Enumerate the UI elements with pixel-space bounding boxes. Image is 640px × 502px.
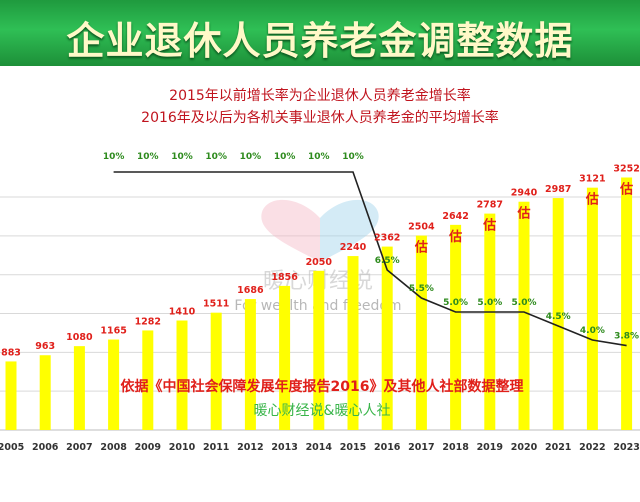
rate-label: 4.0%: [580, 326, 605, 336]
bar: [244, 299, 256, 430]
bar: [73, 346, 85, 430]
estimate-label: 估: [585, 192, 599, 208]
x-tick-label: 2017: [408, 442, 434, 453]
rate-polyline: [113, 171, 627, 347]
x-tick-label: 2009: [135, 442, 161, 453]
value-label: 1686: [237, 285, 264, 296]
heart-logo-left: [261, 199, 320, 262]
value-label: 3121: [579, 174, 605, 185]
rate-labels: 10% 10% 10% 10% 10% 10% 10% 10% 6.5% 5.5% 5.0% 5.0%…: [103, 152, 639, 342]
value-label: 2787: [477, 200, 503, 211]
rate-label: 5.0%: [443, 298, 468, 308]
x-tick-label: 2012: [237, 442, 263, 453]
bar: [381, 246, 393, 430]
value-label: 3252: [613, 163, 639, 174]
x-tick-label: 2007: [66, 442, 92, 453]
value-label: 1080: [66, 332, 93, 343]
credit-text: 暖心财经说&暖心人社: [254, 403, 391, 419]
x-tick-label: 2016: [374, 442, 401, 453]
rate-label: 10%: [308, 152, 330, 162]
rate-label: 4.5%: [546, 312, 571, 322]
bars: [5, 177, 633, 430]
bar: [621, 177, 633, 430]
x-tick-label: 2022: [579, 442, 605, 453]
estimate-label: 估: [619, 181, 633, 197]
value-label: 2987: [545, 184, 571, 195]
rate-label: 10%: [342, 152, 364, 162]
value-label: 1165: [100, 326, 126, 337]
x-axis-labels: 2005 2006 2007 2008 2009 2010 2011 2012 2013 2014…: [0, 442, 640, 453]
page-title: 企业退休人员养老金调整数据: [66, 19, 574, 63]
bar: [484, 213, 496, 430]
bar: [142, 330, 154, 430]
estimate-label: 估: [482, 218, 496, 234]
x-tick-label: 2011: [203, 442, 229, 453]
bar: [279, 285, 291, 430]
bar: [108, 339, 120, 430]
x-tick-label: 2010: [169, 442, 196, 453]
rate-label: 10%: [137, 152, 159, 162]
rate-label: 10%: [205, 152, 227, 162]
rate-label: 5.0%: [512, 298, 537, 308]
value-label: 2240: [340, 242, 367, 253]
rate-label: 10%: [274, 152, 296, 162]
value-labels: 883 963 1080 1165 1282 1410 1511 1686 1856 2050 22…: [1, 163, 640, 358]
value-label: 2362: [374, 233, 400, 244]
value-label: 1856: [271, 272, 298, 283]
value-label: 1282: [135, 316, 161, 327]
x-tick-label: 2023: [613, 442, 639, 453]
rate-label: 10%: [240, 152, 262, 162]
bar: [313, 270, 325, 430]
chart-area: 暖心财经说 For wealth and freedom 88396310801…: [0, 66, 640, 498]
growth-rate-line: [113, 171, 627, 347]
bar: [39, 355, 51, 430]
estimate-label: 估: [516, 206, 530, 222]
rate-label: 3.8%: [614, 332, 639, 342]
bar: [586, 187, 598, 430]
x-tick-label: 2018: [442, 442, 469, 453]
heart-logo-right: [320, 199, 379, 262]
x-tick-label: 2005: [0, 442, 24, 453]
value-label: 1410: [169, 307, 196, 318]
x-tick-label: 2014: [306, 442, 333, 453]
subtitle-line-2: 2016年及以后为各机关事业退休人员养老金的平均增长率: [141, 109, 499, 126]
x-tick-label: 2008: [100, 442, 127, 453]
rate-label: 5.5%: [409, 284, 434, 294]
estimate-label: 估: [414, 240, 428, 256]
rate-label: 10%: [103, 152, 125, 162]
estimate-label: 估: [448, 229, 462, 245]
value-label: 2940: [511, 188, 538, 199]
x-tick-label: 2020: [511, 442, 538, 453]
value-label: 963: [35, 341, 55, 352]
value-label: 883: [1, 347, 21, 358]
value-label: 2050: [306, 257, 333, 268]
source-note: 依据《中国社会保障发展年度报告2016》及其他人社部数据整理: [121, 378, 524, 395]
bar: [518, 201, 530, 430]
rate-label: 5.0%: [477, 298, 502, 308]
x-tick-label: 2006: [32, 442, 59, 453]
bar: [450, 224, 462, 430]
bar: [210, 312, 222, 430]
bar: [347, 256, 359, 430]
title-banner: 企业退休人员养老金调整数据: [0, 0, 640, 66]
value-label: 1511: [203, 299, 229, 310]
x-tick-label: 2021: [545, 442, 571, 453]
bar: [552, 198, 564, 430]
bar: [176, 320, 188, 430]
subtitle-line-1: 2015年以前增长率为企业退休人员养老金增长率: [169, 87, 471, 104]
value-label: 2504: [408, 222, 435, 233]
x-tick-label: 2019: [477, 442, 503, 453]
value-label: 2642: [442, 211, 468, 222]
bar: [5, 361, 17, 430]
x-tick-label: 2013: [271, 442, 297, 453]
bar: [415, 235, 427, 430]
pension-chart: 暖心财经说 For wealth and freedom 88396310801…: [0, 87, 640, 453]
rate-label: 6.5%: [375, 256, 400, 266]
x-tick-label: 2015: [340, 442, 366, 453]
rate-label: 10%: [171, 152, 193, 162]
